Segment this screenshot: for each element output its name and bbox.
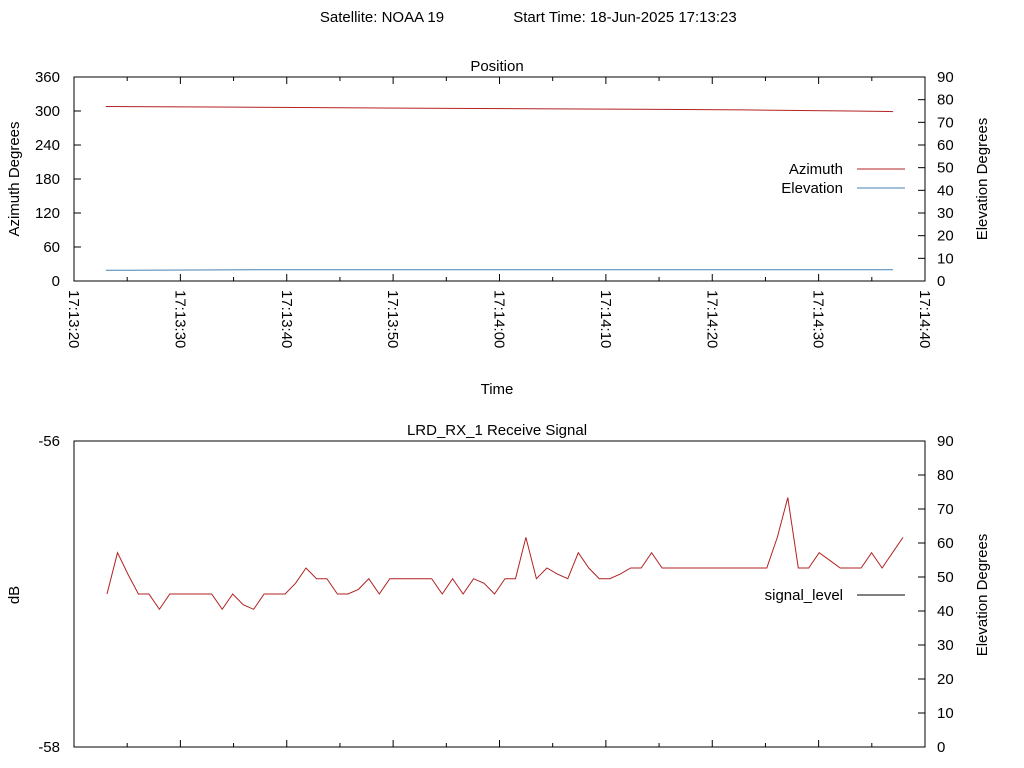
y-tick-label: -56 xyxy=(38,433,60,450)
y2-tick-label: 10 xyxy=(937,250,954,267)
y-tick-label: 120 xyxy=(35,205,60,222)
signal-legend: signal_level xyxy=(765,587,905,604)
y2-tick-label: 90 xyxy=(937,69,954,86)
position-chart: Position Azimuth Degrees Elevation Degre… xyxy=(6,58,991,398)
signal-level-line xyxy=(106,497,904,611)
start-time-label: Start Time: 18-Jun-2025 17:13:23 xyxy=(513,9,736,26)
y-tick-label: 360 xyxy=(35,69,60,86)
y2-tick-label: 0 xyxy=(937,739,945,756)
signal-chart: LRD_RX_1 Receive Signal dB Elevation Deg… xyxy=(6,422,991,756)
signal-series xyxy=(106,497,904,611)
position-y2-axis-label: Elevation Degrees xyxy=(974,118,991,241)
position-y2-ticks: 0 10 20 30 40 50 60 70 80 90 xyxy=(918,69,954,290)
x-tick-label: 17:14:20 xyxy=(703,290,720,348)
position-plot-frame xyxy=(73,76,926,282)
signal-x-ticks xyxy=(73,740,926,747)
y2-tick-label: 30 xyxy=(937,637,954,654)
y-tick-label: 300 xyxy=(35,103,60,120)
legend-azimuth-label: Azimuth xyxy=(789,161,843,178)
y2-tick-label: 80 xyxy=(937,92,954,109)
position-legend: Azimuth Elevation xyxy=(781,161,905,197)
position-y-ticks: 0 60 120 180 240 300 360 xyxy=(35,69,81,290)
position-x-ticks: 17:13:20 17:13:30 17:13:40 17:13:50 17:14:00… xyxy=(65,77,933,348)
y2-tick-label: 50 xyxy=(937,569,954,586)
azimuth-line xyxy=(105,106,894,113)
y2-tick-label: 40 xyxy=(937,603,954,620)
y-tick-label: 240 xyxy=(35,137,60,154)
x-tick-label: 17:13:50 xyxy=(384,290,401,348)
signal-y2-axis-label: Elevation Degrees xyxy=(974,534,991,657)
y2-tick-label: 20 xyxy=(937,671,954,688)
legend-signal-label: signal_level xyxy=(765,587,843,604)
x-tick-label: 17:13:30 xyxy=(171,290,188,348)
x-tick-label: 17:14:10 xyxy=(597,290,614,348)
x-tick-label: 17:13:20 xyxy=(65,290,82,348)
y2-tick-label: 30 xyxy=(937,205,954,222)
y2-tick-label: 20 xyxy=(937,228,954,245)
y2-tick-label: 10 xyxy=(937,705,954,722)
satellite-label: Satellite: NOAA 19 xyxy=(320,9,444,26)
y-tick-label: 60 xyxy=(43,239,60,256)
elevation-line xyxy=(105,269,894,271)
y2-tick-label: 40 xyxy=(937,182,954,199)
position-x-axis-label: Time xyxy=(481,381,514,398)
y-tick-label: -58 xyxy=(38,739,60,756)
y2-tick-label: 60 xyxy=(937,137,954,154)
position-y-axis-label: Azimuth Degrees xyxy=(6,121,23,236)
x-tick-label: 17:14:30 xyxy=(810,290,827,348)
y2-tick-label: 70 xyxy=(937,114,954,131)
signal-y2-ticks: 0 10 20 30 40 50 60 70 80 90 xyxy=(918,433,954,756)
y2-tick-label: 0 xyxy=(937,273,945,290)
signal-chart-title: LRD_RX_1 Receive Signal xyxy=(407,422,587,439)
y2-tick-label: 50 xyxy=(937,160,954,177)
y2-tick-label: 60 xyxy=(937,535,954,552)
y-tick-label: 0 xyxy=(52,273,60,290)
x-tick-label: 17:13:40 xyxy=(278,290,295,348)
position-series xyxy=(105,106,894,271)
x-tick-label: 17:14:00 xyxy=(491,290,508,348)
y2-tick-label: 70 xyxy=(937,501,954,518)
position-chart-title: Position xyxy=(470,58,523,75)
y2-tick-label: 80 xyxy=(937,467,954,484)
y-tick-label: 180 xyxy=(35,171,60,188)
signal-y-axis-label: dB xyxy=(6,586,23,604)
legend-elevation-label: Elevation xyxy=(781,180,843,197)
x-tick-label: 17:14:40 xyxy=(916,290,933,348)
y2-tick-label: 90 xyxy=(937,433,954,450)
signal-y-ticks: -58 -56 xyxy=(38,433,81,756)
